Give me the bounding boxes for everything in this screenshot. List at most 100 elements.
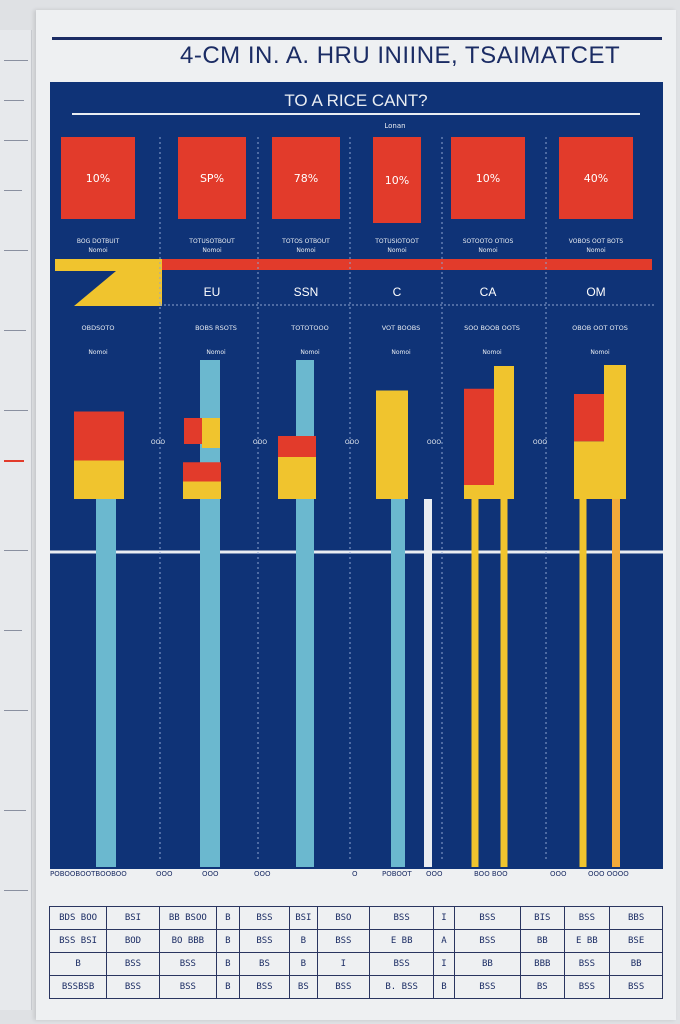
stem <box>424 499 432 867</box>
table-cell: BSS <box>238 975 291 999</box>
table-cell: BSS <box>453 975 522 999</box>
table-row: BSSBSB BSS BSS B BSS BS BSS B. BSS B BSS BS BSS BSS <box>48 975 663 999</box>
side-sheet-rule <box>4 330 26 331</box>
accent-band-red <box>160 259 652 270</box>
side-sheet-rule <box>4 810 26 811</box>
table-cell: BSS <box>316 929 371 953</box>
percent-tile-label: SP% <box>200 172 224 185</box>
table-cell: BSS <box>369 952 435 976</box>
x-tick-label: OOO <box>156 870 173 878</box>
chart-marks: 10% BOG DOTBUIT Nomoi SP% TOTUSOTBOUT Nomoi 78… <box>61 137 633 867</box>
table-cell: BSS <box>563 975 611 999</box>
x-tick-label: OOO <box>202 870 219 878</box>
bar-segment-yellow <box>74 460 124 499</box>
percent-tile <box>272 137 340 219</box>
table-cell: BSS BSI <box>48 929 108 953</box>
side-sheet-rule <box>4 140 28 141</box>
table-row: BSS BSI BOD BO BBB B BSS B BSS E BB A BSS BB E BB BS… <box>48 929 663 953</box>
side-sheet-rule <box>4 190 22 191</box>
table-cell: BB BSOO <box>158 906 217 930</box>
table-cell: B <box>48 952 108 976</box>
tile-caption: TOTUSOTBOUT <box>188 238 235 245</box>
side-sheet-rule <box>4 710 28 711</box>
table-cell: B. BSS <box>369 975 435 999</box>
bar-segment-yellow <box>604 365 626 499</box>
column-header: SSN <box>294 285 319 299</box>
stem <box>579 499 587 867</box>
table-cell: BSS <box>453 929 522 953</box>
top-rule <box>52 37 662 40</box>
x-tick-label: OOO <box>550 870 567 878</box>
table-cell: BB <box>609 952 663 976</box>
bar-segment-yellow <box>376 390 408 499</box>
table-row: BDS BOO BSI BB BSOO B BSS BSI BSO BSS I BSS BIS BSS… <box>48 906 663 930</box>
table-cell: BSS <box>453 906 522 930</box>
group-label: SOO BOOB OOTS <box>464 324 520 332</box>
tile-subcaption: Nomoi <box>387 247 407 254</box>
tile-subcaption: Nomoi <box>202 247 222 254</box>
percent-tile <box>451 137 525 219</box>
side-value: OOO <box>151 439 165 446</box>
table-cell: BS <box>238 952 291 976</box>
table-cell: B <box>215 952 240 976</box>
table-cell: B <box>215 975 240 999</box>
stem <box>96 499 116 867</box>
table-cell: BSS <box>238 906 291 930</box>
x-tick-label: OOO <box>426 870 443 878</box>
x-tick-label: BOO BOO <box>474 870 508 878</box>
table-cell: BO BBB <box>158 929 217 953</box>
percent-tile-label: 10% <box>86 172 110 185</box>
table-cell: BSSBSB <box>48 975 108 999</box>
group-label: TOTOTOOO <box>290 324 329 332</box>
table-cell: BDS BOO <box>48 906 108 930</box>
bar-segment-red <box>183 462 221 482</box>
table-cell: BSO <box>316 906 371 930</box>
group-sublabel: Nomoi <box>88 349 108 356</box>
table-cell: B <box>289 929 318 953</box>
side-sheet-rule <box>4 100 24 101</box>
table-cell: I <box>316 952 371 976</box>
table-cell: I <box>433 952 455 976</box>
x-axis-footer: POBOOBOOTBOOBOO OOO OOO OOO O POBOOT OOO BOO BO… <box>50 870 663 882</box>
group-sublabel: Nomoi <box>300 349 320 356</box>
table-cell: BSS <box>609 975 663 999</box>
tile-subcaption: Nomoi <box>88 247 108 254</box>
table-cell: BSE <box>609 929 663 953</box>
bar-segment-yellow <box>183 481 221 499</box>
x-tick-label: OOO OOOO <box>588 870 629 878</box>
table-row: B BSS BSS B BS B I BSS I BB BBB BSS BB <box>48 952 663 976</box>
bar-segment-yellow <box>202 418 220 448</box>
table-cell: E BB <box>369 929 435 953</box>
percent-tile-label: 10% <box>385 174 409 187</box>
x-tick-label: POBOOBOOTBOOBOO <box>50 870 127 878</box>
table-cell: BSS <box>563 952 611 976</box>
table-cell: BS <box>289 975 318 999</box>
chart-title: TO A RICE CANT? <box>284 91 427 110</box>
table-cell: B <box>215 906 240 930</box>
stem <box>391 499 405 867</box>
x-tick-label: POBOOT <box>382 870 412 878</box>
side-sheet-rule <box>4 550 28 551</box>
table-cell: BSS <box>158 952 217 976</box>
side-sheet-rule <box>4 460 24 462</box>
side-sheet-rule <box>4 890 28 891</box>
table-cell: BBB <box>520 952 565 976</box>
table-cell: BSS <box>106 975 160 999</box>
side-value: OOO <box>253 439 267 446</box>
table-cell: BSS <box>238 929 291 953</box>
table-cell: B <box>289 952 318 976</box>
group-label: OBDSOTO <box>82 324 115 332</box>
percent-tile <box>61 137 135 219</box>
bar-segment-red <box>74 411 124 461</box>
chart-subtitle: Lonan <box>384 122 405 130</box>
background-side-sheet <box>0 30 32 1010</box>
x-tick-label: OOO <box>254 870 271 878</box>
group-label: VOT BOOBS <box>382 324 421 332</box>
tile-subcaption: Nomoi <box>296 247 316 254</box>
table-cell: BOD <box>106 929 160 953</box>
table-cell: BS <box>520 975 565 999</box>
page-title: 4-CM IN. A. HRU INIINE, TSAIMATCET <box>180 42 621 69</box>
side-value: OOO <box>427 439 441 446</box>
tile-caption: TOTUSIOTOOT <box>374 238 419 245</box>
column-header: CA <box>480 285 497 299</box>
